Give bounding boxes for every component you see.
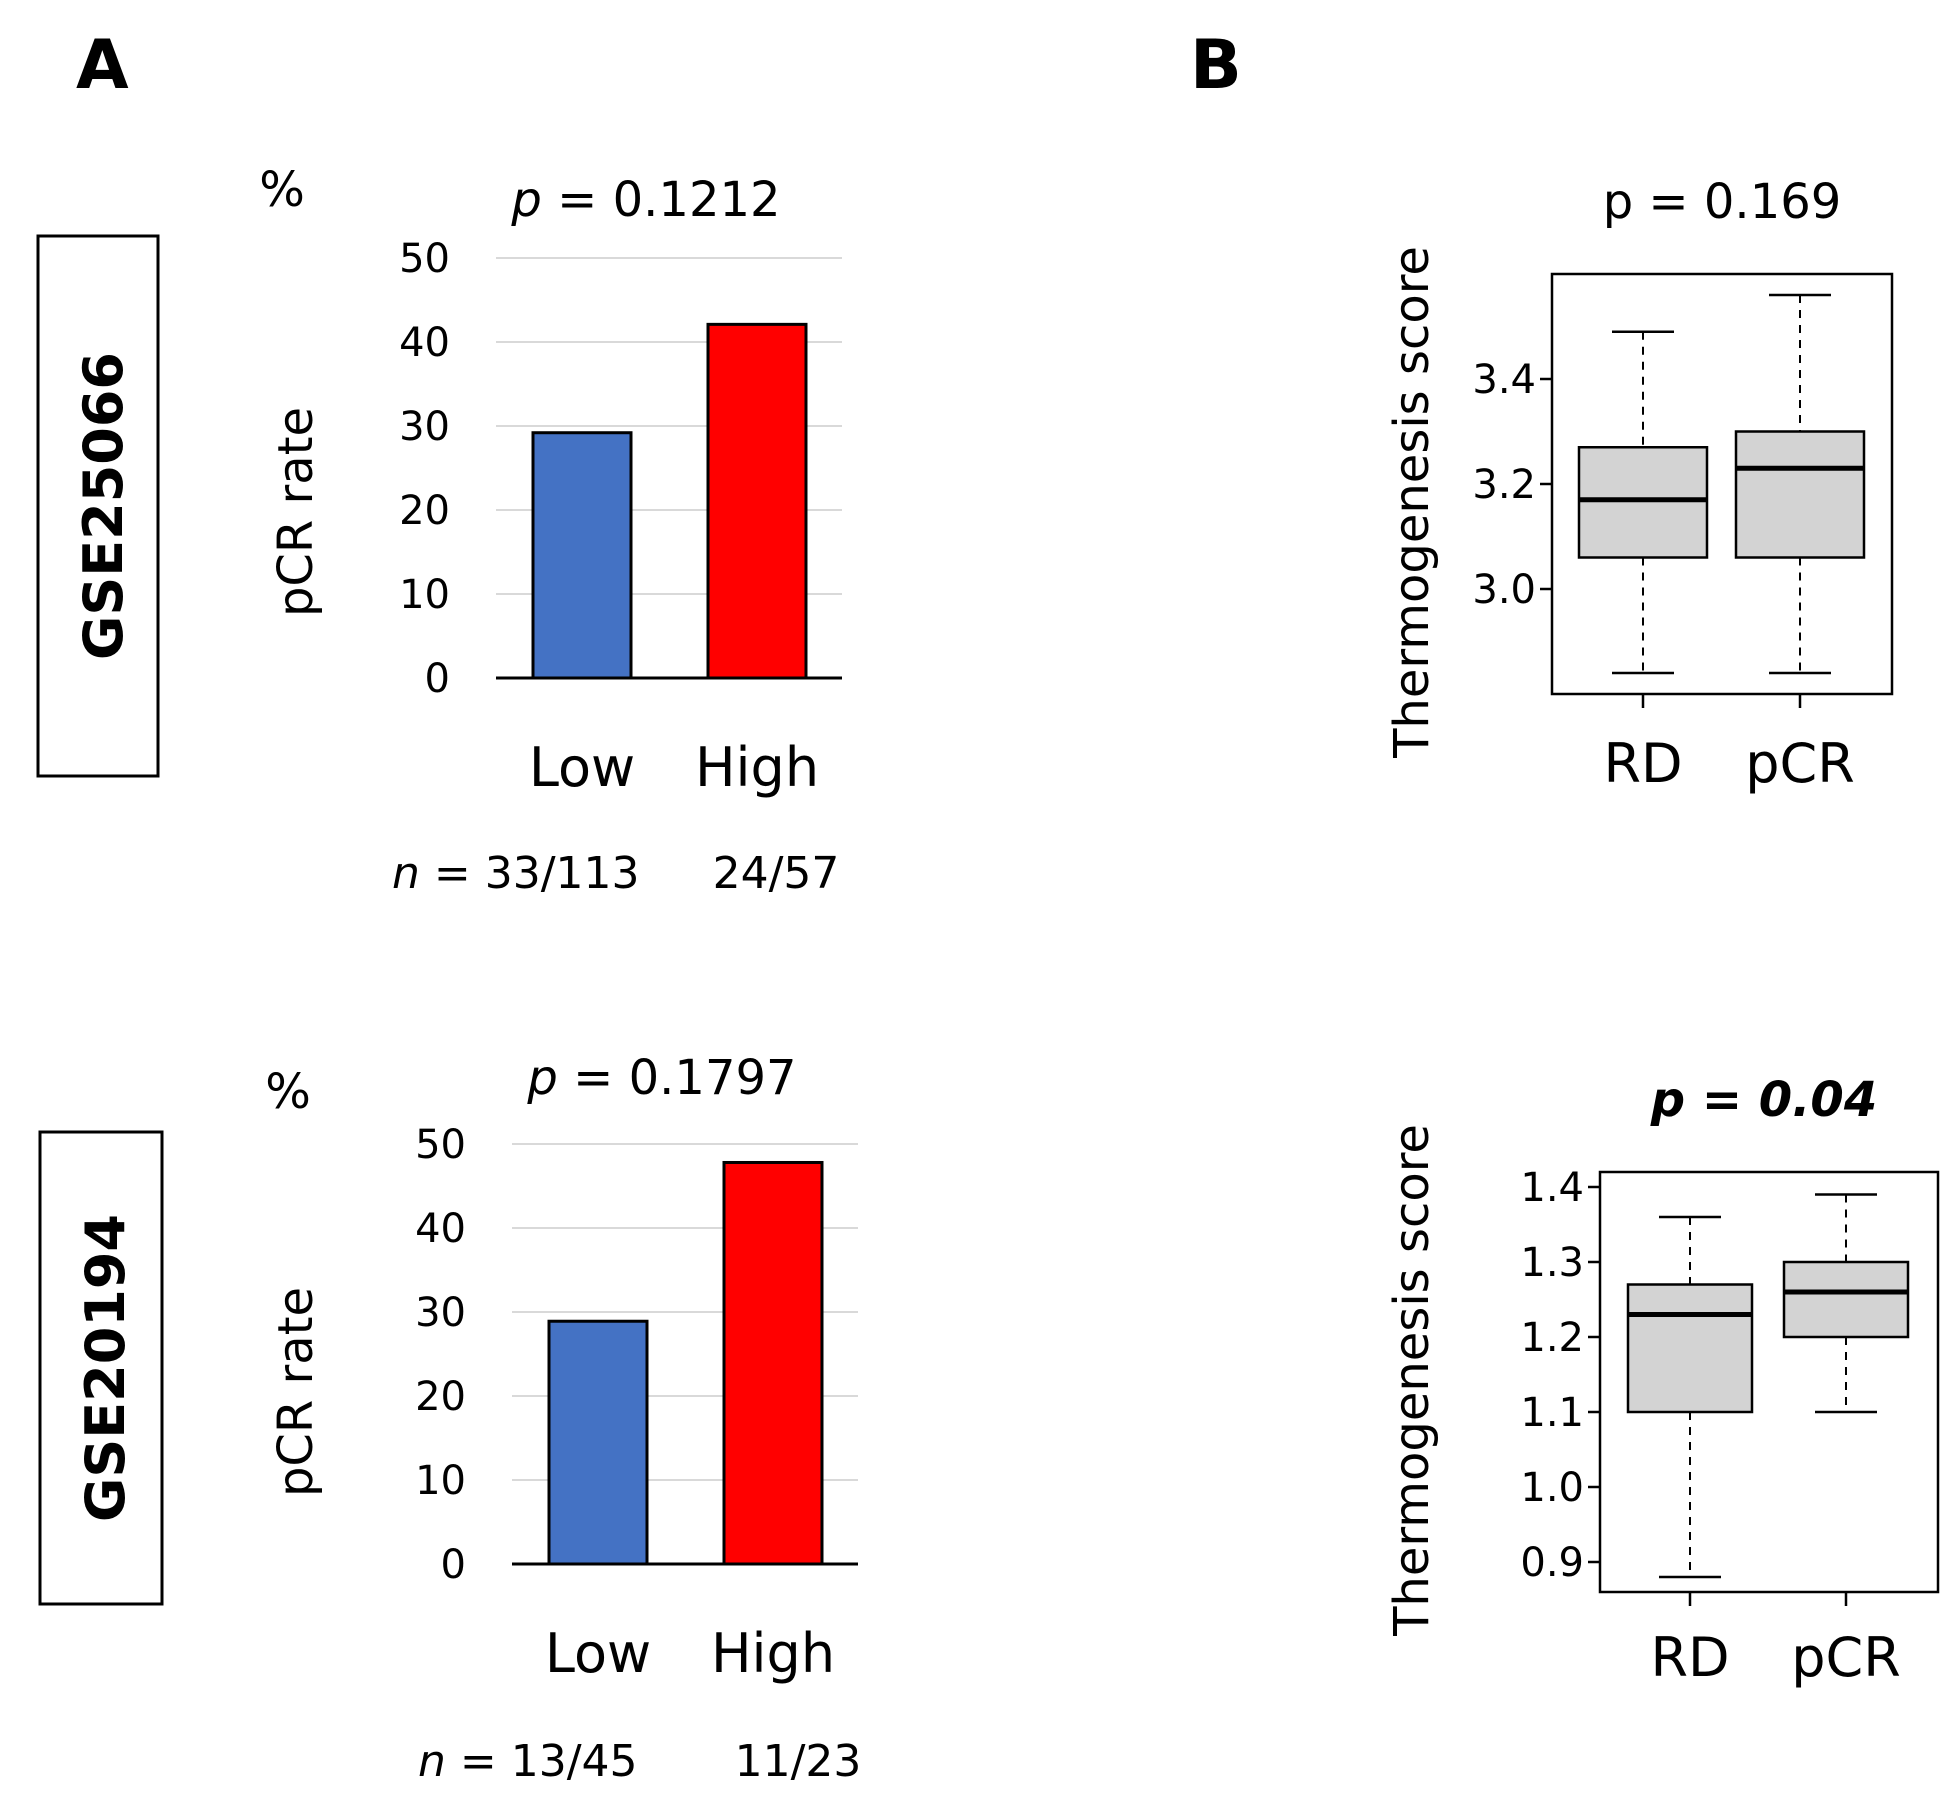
dataset-label-gse20194: GSE20194 (74, 1214, 137, 1522)
iqr-box (1734, 430, 1866, 559)
y-tick-label: 30 (415, 1290, 466, 1336)
n-symbol: n (392, 848, 420, 899)
y-tick-label: 10 (399, 572, 450, 618)
p-value: = 0.1212 (542, 172, 781, 228)
n-label-low: n = 13/45 (418, 1736, 638, 1787)
y-tick-label: 1.0 (1520, 1465, 1584, 1511)
y-tick-label: 1.2 (1520, 1315, 1584, 1361)
n-value-low: = 13/45 (446, 1736, 638, 1787)
boxplot-title: p = 0.169 (1603, 174, 1842, 230)
n-symbol: n (418, 1736, 446, 1787)
boxplot-title: p = 0.04 (1650, 1072, 1877, 1128)
p-symbol: p (510, 172, 541, 228)
y-tick-label: 0 (425, 656, 450, 702)
y-tick-label: 3.4 (1472, 357, 1536, 403)
box-pcr (1734, 293, 1866, 675)
iqr-box (1577, 446, 1709, 559)
plot-frame (1598, 1170, 1940, 1594)
iqr-box (1626, 1283, 1754, 1414)
y-tick-label: 0 (441, 1542, 466, 1588)
boxplot-gse25066: p = 0.169 Thermogenesis score 3.03.23.4 … (1384, 174, 1894, 795)
category-label-pcr: pCR (1791, 1626, 1901, 1689)
boxplot-gse20194: p = 0.04 Thermogenesis score 0.9 1.0 1.1 1.… (1384, 1072, 1940, 1689)
y-ticks: 0 10 20 30 40 50 (415, 1122, 466, 1588)
category-label-high: High (711, 1622, 835, 1685)
bar-low (547, 1319, 649, 1566)
bar-high (722, 1160, 824, 1566)
unit-label: % (259, 162, 305, 218)
dataset-label-gse25066: GSE25066 (72, 352, 135, 660)
n-label-low: n = 33/113 (392, 848, 640, 899)
bar-chart-title: p = 0.1797 (526, 1050, 796, 1106)
y-tick-label: 0.9 (1520, 1540, 1584, 1586)
category-label-high: High (695, 736, 819, 799)
y-tick-label: 1.4 (1520, 1165, 1584, 1211)
y-axis-label: Thermogenesis score (1384, 1124, 1440, 1637)
bar-high (706, 322, 808, 680)
y-tick-label: 10 (415, 1458, 466, 1504)
n-label-high: 24/57 (713, 848, 840, 899)
n-label-high: 11/23 (735, 1736, 862, 1787)
boxes (1577, 293, 1866, 675)
category-label-rd: RD (1650, 1626, 1729, 1689)
box-pcr (1782, 1193, 1910, 1414)
panel-label-b: B (1190, 26, 1242, 105)
unit-label: % (265, 1064, 311, 1120)
y-ticks: 0.9 1.0 1.1 1.2 1.3 1.4 (1520, 1165, 1848, 1606)
y-tick-label: 50 (399, 236, 450, 282)
iqr-box (1782, 1260, 1910, 1339)
bar-chart-gse20194: % p = 0.1797 pCR rate 0 10 20 30 40 50 Low Hi… (265, 1050, 861, 1787)
dataset-box-gse20194 (38, 1130, 164, 1606)
category-label-rd: RD (1603, 732, 1682, 795)
y-tick-label: 30 (399, 404, 450, 450)
y-ticks: 0 10 20 30 40 50 (399, 236, 450, 702)
category-label-low: Low (545, 1622, 651, 1685)
dataset-box-gse25066 (36, 234, 160, 778)
boxes (1626, 1193, 1910, 1579)
box-rd (1577, 330, 1709, 675)
n-value-low: = 33/113 (420, 848, 640, 899)
y-axis-label: pCR rate (268, 407, 324, 617)
y-tick-label: 50 (415, 1122, 466, 1168)
y-ticks: 3.0 3.2 3.4 (1472, 357, 1802, 708)
category-label-low: Low (529, 736, 635, 799)
bar-chart-title: p = 0.1212 (510, 172, 780, 228)
category-label-pcr: pCR (1745, 732, 1855, 795)
y-axis-label: Thermogenesis score (1384, 246, 1440, 759)
y-tick-label: 40 (415, 1206, 466, 1252)
y-tick-label: 3.0 (1472, 567, 1536, 613)
p-value: = 0.1797 (558, 1050, 797, 1106)
panel-label-a: A (76, 26, 129, 105)
bar-chart-gse25066: % p = 0.1212 pCR rate 0 10 20 30 40 50 Low Hi… (259, 162, 842, 899)
y-axis-label: pCR rate (268, 1287, 324, 1497)
p-symbol: p (526, 1050, 557, 1106)
y-tick-label: 20 (415, 1374, 466, 1420)
y-tick-label: 1.3 (1520, 1240, 1584, 1286)
box-rd (1626, 1215, 1754, 1579)
y-tick-label: 1.1 (1520, 1390, 1584, 1436)
y-tick-label: 20 (399, 488, 450, 534)
y-tick-label: 3.2 (1472, 462, 1536, 508)
bar-low (531, 431, 633, 680)
y-tick-label: 40 (399, 320, 450, 366)
